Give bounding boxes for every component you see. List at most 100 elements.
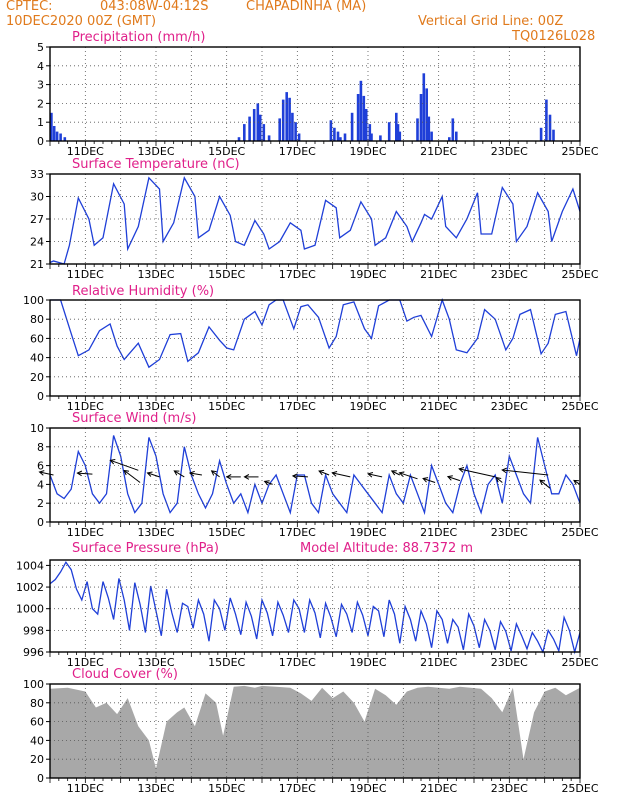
wind-arrow — [174, 470, 185, 478]
precip-xtick-label: 11DEC — [67, 145, 104, 158]
wind-arrow — [495, 477, 503, 483]
wind-arrow — [292, 475, 308, 478]
wind-arrow — [391, 470, 401, 476]
cloud-ytick-label: 0 — [37, 772, 44, 785]
wind-arrow — [318, 470, 330, 476]
precip-bar — [368, 124, 372, 141]
header-model-code: TQ0126L028 — [512, 29, 596, 44]
wind-arrow-head — [501, 467, 507, 474]
precip-bar — [396, 124, 400, 141]
precip-bar — [252, 109, 256, 141]
wind-arrow-head — [146, 471, 153, 477]
pressure-xtick-label: 11DEC — [67, 656, 104, 669]
precip-bar — [359, 80, 363, 141]
rh-xtick-label: 11DEC — [67, 400, 104, 413]
precip-ytick-label: 0 — [37, 135, 44, 148]
rh-ytick-label: 0 — [37, 390, 44, 403]
temp-ytick-label: 24 — [30, 236, 44, 249]
wind-arrow — [264, 480, 273, 485]
rh-xtick-label: 19DEC — [349, 400, 386, 413]
temp-ytick-label: 33 — [30, 168, 44, 181]
precip-bar — [336, 131, 340, 141]
wind-arrow-head — [398, 471, 405, 477]
pressure-xtick-label: 15DEC — [208, 656, 245, 669]
temp-xtick-label: 25DEC — [561, 268, 598, 281]
precip-bar — [419, 94, 423, 141]
wind-arrow-head — [109, 459, 116, 465]
precip-bar — [267, 135, 271, 141]
rh-series-line — [50, 297, 581, 369]
wind-arrow-head — [367, 472, 374, 478]
precip-bar — [291, 112, 294, 141]
cloud-xtick-label: 19DEC — [349, 782, 386, 795]
precip-ytick-label: 3 — [37, 79, 44, 92]
precip-xtick-label: 23DEC — [491, 145, 528, 158]
precip-ytick-label: 4 — [37, 60, 44, 73]
wind-arrow — [123, 470, 141, 483]
wind-ytick-label: 6 — [37, 460, 44, 473]
cloud-ytick-label: 20 — [30, 753, 44, 766]
wind-arrow — [539, 479, 551, 489]
pressure-frame — [49, 559, 581, 653]
rh-xtick-label: 21DEC — [420, 400, 457, 413]
precip-bar — [237, 137, 241, 141]
wind-xtick-label: 21DEC — [420, 526, 457, 539]
wind-arrow — [77, 472, 93, 475]
wind-arrow-head — [458, 467, 465, 473]
precip-bar — [333, 127, 336, 141]
precip-frame — [49, 46, 581, 142]
temp-ytick-label: 27 — [30, 213, 44, 226]
temp-ytick-label: 30 — [30, 191, 44, 204]
wind-xtick-label: 11DEC — [67, 526, 104, 539]
wind-xtick-label: 15DEC — [208, 526, 245, 539]
cloud-ytick-label: 40 — [30, 734, 44, 747]
wind-arrow-head — [210, 470, 217, 476]
wind-ytick-label: 2 — [37, 497, 44, 510]
wind-arrow — [39, 471, 54, 476]
precip-bar — [451, 118, 455, 141]
precip-bar — [350, 112, 354, 141]
precip-bar — [455, 131, 458, 141]
temp-xtick-label: 21DEC — [420, 268, 457, 281]
precip-bar — [339, 137, 342, 141]
rh-ytick-label: 40 — [30, 352, 44, 365]
precip-ytick-label: 5 — [37, 41, 44, 54]
wind-arrow — [211, 470, 220, 478]
wind-arrow-head — [318, 469, 325, 476]
cloud-xtick-label: 23DEC — [491, 782, 528, 795]
precip-bar — [278, 118, 281, 141]
cloud-ytick-label: 80 — [30, 697, 44, 710]
rh-ytick-label: 60 — [30, 332, 44, 345]
wind-arrow-head — [188, 470, 195, 477]
precip-bar — [63, 137, 67, 141]
precip-bar — [55, 131, 59, 141]
temp-xtick-label: 11DEC — [67, 268, 104, 281]
temp-xtick-label: 15DEC — [208, 268, 245, 281]
cloud-xtick-label: 17DEC — [279, 782, 316, 795]
wind-arrow-head — [38, 470, 45, 476]
precip-xtick-label: 17DEC — [279, 145, 316, 158]
cloud-title: Cloud Cover (%) — [72, 667, 178, 682]
wind-ytick-label: 10 — [30, 422, 44, 435]
wind-xtick-label: 17DEC — [279, 526, 316, 539]
wind-arrow-head — [243, 474, 250, 480]
precip-bar — [427, 116, 431, 141]
rh-xtick-label: 15DEC — [208, 400, 245, 413]
precip-ytick-label: 1 — [37, 116, 44, 129]
wind-arrow-head — [390, 470, 397, 476]
precip-bar — [52, 126, 56, 141]
wind-ytick-label: 4 — [37, 478, 44, 491]
pressure-ytick-label: 1004 — [16, 559, 44, 572]
temp-series-line — [49, 176, 581, 265]
pressure-ytick-label: 998 — [23, 624, 44, 637]
precip-ytick-label: 2 — [37, 97, 44, 110]
wind-arrow — [447, 476, 461, 482]
wind-title: Surface Wind (m/s) — [72, 411, 196, 426]
precip-bar — [59, 133, 62, 141]
wind-arrow-head — [446, 475, 453, 481]
precip-bar — [288, 97, 291, 141]
precip-bar — [548, 114, 552, 141]
precip-bar — [281, 99, 285, 141]
rh-title: Relative Humidity (%) — [72, 284, 214, 299]
